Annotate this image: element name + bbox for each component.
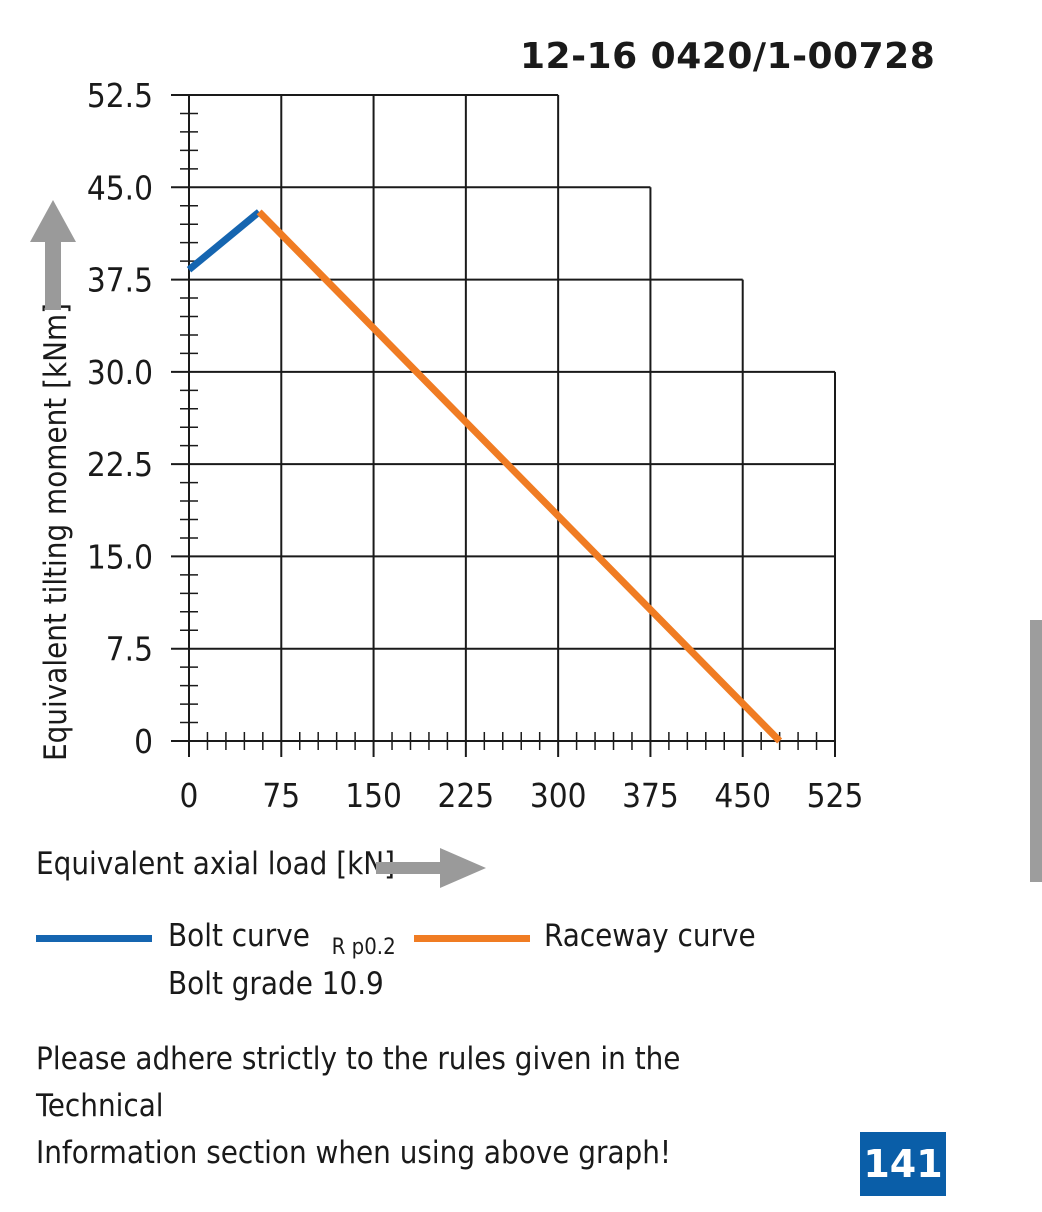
- legend-bolt-swatch: [36, 935, 152, 942]
- legend-raceway-swatch: [414, 935, 530, 942]
- x-tick-label: 300: [530, 776, 587, 815]
- up-arrow-icon: [30, 200, 76, 310]
- usage-note-line: Please adhere strictly to the rules give…: [36, 1041, 681, 1124]
- usage-note-line: Information section when using above gra…: [36, 1135, 672, 1171]
- legend-bolt-subscript: R p0.2: [331, 935, 396, 960]
- chart-plot: 0 7.5 15.0 22.5 30.0 37.5 45.0 52.5 0 75 150 225 300…: [87, 76, 864, 815]
- usage-note: Please adhere strictly to the rules give…: [36, 1036, 796, 1177]
- legend-raceway-label: Raceway curve: [544, 918, 756, 954]
- x-axis-title: Equivalent axial load [kN]: [36, 846, 395, 882]
- x-tick-label: 75: [262, 776, 300, 815]
- x-tick-label: 225: [438, 776, 495, 815]
- chart-code: 12-16 0420/1-00728: [520, 36, 936, 77]
- x-tick-label: 450: [714, 776, 771, 815]
- y-tick-label: 52.5: [87, 76, 153, 115]
- x-tick-label: 375: [622, 776, 679, 815]
- bolt-curve-line: [186, 209, 262, 273]
- legend-bolt-label: Bolt curve R p0.2: [168, 918, 396, 960]
- y-tick-label: 0: [134, 722, 153, 761]
- right-arrow-icon: [376, 848, 486, 888]
- y-tick-label: 30.0: [87, 353, 153, 392]
- x-tick-label: 150: [345, 776, 402, 815]
- y-tick-label: 37.5: [87, 261, 153, 300]
- page-number-badge: 141: [860, 1132, 946, 1196]
- y-axis-title: Equivalent tilting moment [kNm]: [38, 302, 74, 762]
- y-tick-label: 15.0: [87, 537, 153, 576]
- y-tick-label: 22.5: [87, 445, 153, 484]
- y-tick-label: 45.0: [87, 168, 153, 207]
- legend-bolt-grade: Bolt grade 10.9: [168, 966, 384, 1002]
- raceway-curve-line: [256, 209, 783, 744]
- side-tab-marker: [1030, 620, 1042, 882]
- x-tick-label: 525: [807, 776, 864, 815]
- y-tick-label: 7.5: [106, 630, 153, 669]
- legend-bolt-name: Bolt curve: [168, 918, 310, 954]
- x-tick-label: 0: [180, 776, 199, 815]
